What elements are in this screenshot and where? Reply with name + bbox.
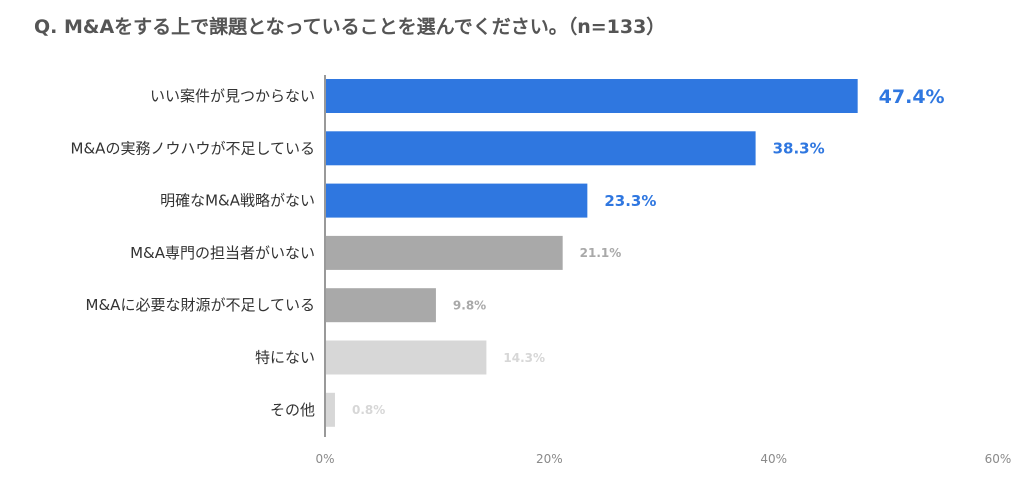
category-label: M&Aに必要な財源が不足している <box>86 296 315 314</box>
value-label: 9.8% <box>453 299 486 313</box>
category-label: 明確なM&A戦略がない <box>160 192 315 210</box>
x-tick-label: 60% <box>985 452 1012 466</box>
category-label: いい案件が見つからない <box>150 87 315 105</box>
labels-layer: いい案件が見つからない 47.4% M&Aの実務ノウハウが不足している 38.3% 明確… <box>71 86 945 419</box>
value-label: 21.1% <box>580 246 622 260</box>
bar <box>326 340 487 375</box>
x-tick-label: 0% <box>315 452 334 466</box>
bar <box>326 131 756 166</box>
category-label: 特にない <box>255 349 315 367</box>
bars-layer <box>326 79 858 427</box>
bar <box>326 288 436 323</box>
value-label: 23.3% <box>604 192 656 210</box>
category-label: M&A専門の担当者がいない <box>130 244 315 262</box>
value-label: 14.3% <box>503 351 545 365</box>
bar <box>326 235 563 270</box>
axis-layer: 0% 20% 40% 60% <box>315 75 1011 466</box>
x-tick-label: 40% <box>760 452 787 466</box>
category-label: その他 <box>270 401 315 419</box>
value-label: 0.8% <box>352 403 385 417</box>
bar <box>326 183 588 218</box>
x-tick-label: 20% <box>536 452 563 466</box>
category-label: M&Aの実務ノウハウが不足している <box>71 139 315 157</box>
bar <box>326 392 335 427</box>
value-label: 38.3% <box>773 140 825 158</box>
value-label: 47.4% <box>879 86 945 108</box>
bar <box>326 79 858 113</box>
chart-title: Q. M&Aをする上で課題となっていることを選んでください。（n=133） <box>34 16 666 38</box>
